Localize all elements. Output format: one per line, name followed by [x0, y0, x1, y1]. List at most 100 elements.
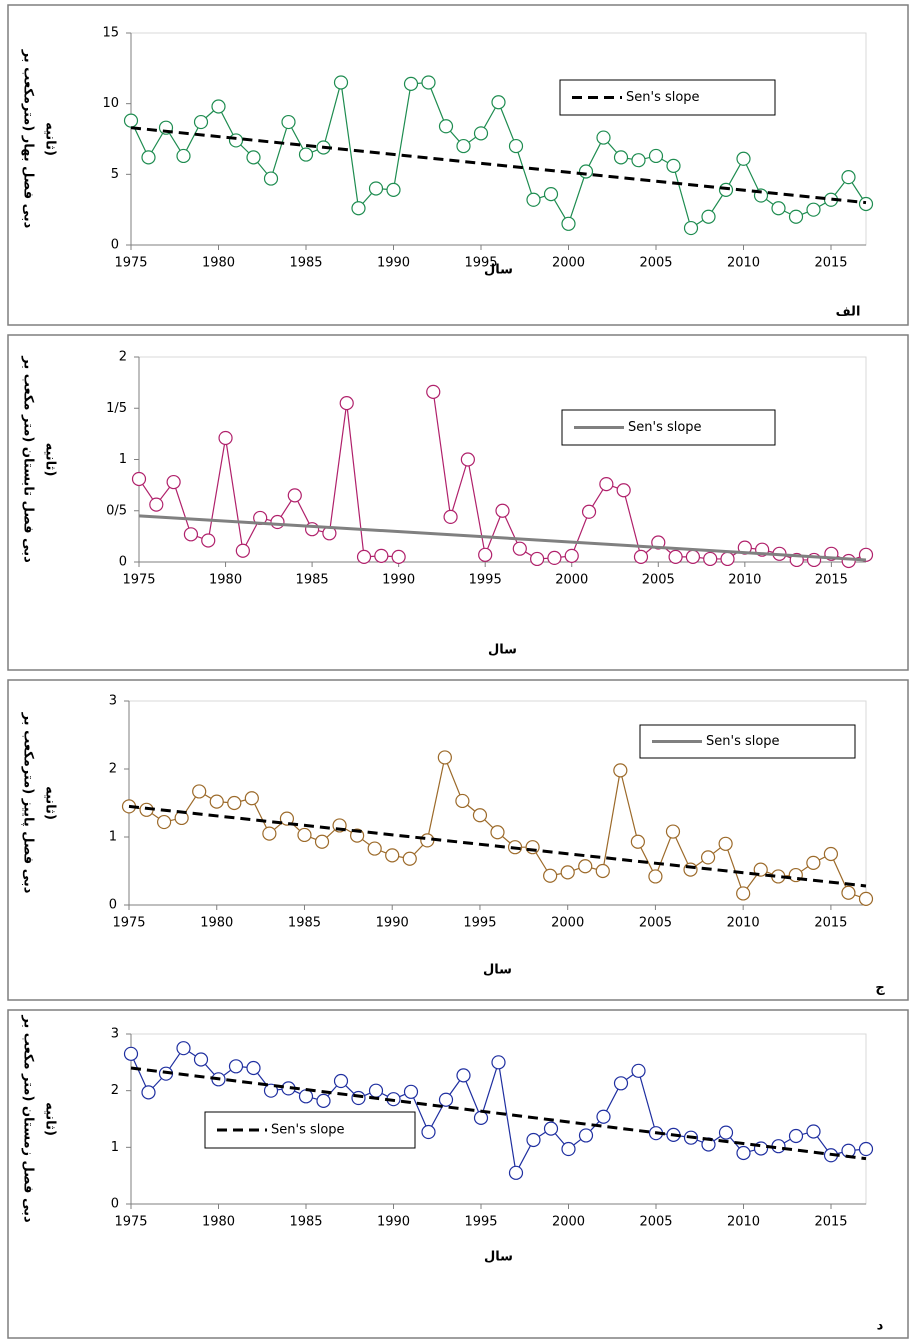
data-point: [858, 1141, 874, 1157]
data-point: [596, 130, 611, 145]
data-point: [578, 1128, 594, 1143]
data-point: [131, 471, 147, 487]
data-point: [788, 1128, 804, 1144]
panel-label: د: [877, 1319, 884, 1334]
data-point: [193, 114, 209, 130]
trend-line: [130, 126, 867, 205]
data-point: [176, 1041, 191, 1056]
x-axis-title: سال: [483, 963, 512, 978]
data-point: [403, 76, 419, 91]
data-point: [333, 75, 349, 90]
data-point: [316, 1093, 331, 1108]
data-point: [356, 549, 372, 564]
data-point: [560, 865, 575, 880]
y-tick-label: 0: [109, 898, 117, 913]
x-tick-label: 1985: [289, 1215, 322, 1230]
data-point: [456, 138, 471, 154]
x-tick-label: 2010: [727, 256, 760, 271]
data-point: [595, 863, 610, 879]
data-point: [508, 138, 524, 154]
x-tick-label: 2000: [555, 573, 588, 588]
x-tick-label: 1995: [469, 573, 502, 588]
panel-frame: [7, 334, 909, 671]
trend-line: [130, 1066, 867, 1161]
data-point: [491, 1055, 506, 1070]
data-point: [456, 1068, 471, 1083]
y-tick-label: 3: [109, 694, 117, 709]
data-point: [718, 836, 733, 851]
data-point: [581, 504, 597, 519]
data-point: [386, 182, 401, 197]
data-point: [525, 840, 540, 855]
x-tick-label: 2010: [727, 916, 760, 931]
data-point: [192, 784, 207, 799]
data-point: [263, 1083, 279, 1098]
data-point: [227, 795, 242, 811]
y-tick-label: 0: [111, 238, 119, 253]
data-point: [166, 474, 181, 490]
x-tick-label: 1975: [114, 1215, 147, 1230]
data-point: [613, 763, 628, 778]
panel-frame: [7, 1009, 909, 1339]
data-point: [701, 209, 716, 224]
data-point: [616, 483, 631, 498]
data-point: [512, 541, 527, 556]
x-tick-label: 1980: [202, 256, 235, 271]
x-tick-label: 1985: [296, 573, 329, 588]
x-tick-label: 1990: [376, 916, 409, 931]
x-tick-label: 2010: [727, 1215, 760, 1230]
data-point: [141, 150, 156, 165]
y-tick-label: 3: [111, 1027, 119, 1042]
data-point: [297, 827, 312, 843]
data-point: [718, 1125, 734, 1140]
data-point: [648, 869, 663, 884]
panel-label: الف: [836, 305, 861, 320]
data-point: [736, 151, 751, 166]
data-point: [526, 1132, 541, 1148]
data-point: [858, 891, 874, 906]
data-point: [391, 549, 406, 564]
x-tick-label: 2010: [728, 573, 761, 588]
data-point: [437, 750, 452, 765]
data-point: [806, 202, 821, 217]
data-point: [543, 1121, 559, 1136]
x-tick-label: 1995: [464, 1215, 497, 1230]
data-point: [508, 1165, 524, 1180]
x-axis-title: سال: [488, 643, 517, 658]
x-tick-label: 2015: [815, 573, 848, 588]
data-point: [262, 826, 277, 841]
data-point: [473, 126, 489, 141]
data-point: [685, 549, 701, 564]
data-point: [858, 196, 874, 212]
x-tick-label: 1980: [202, 1215, 235, 1230]
data-point: [472, 808, 488, 823]
x-axis-title: سال: [484, 263, 513, 278]
data-point: [246, 150, 261, 165]
data-point: [491, 95, 506, 110]
data-point: [402, 851, 417, 866]
data-point: [279, 811, 295, 826]
data-point: [374, 548, 389, 563]
x-axis-title: سال: [484, 1250, 513, 1265]
data-point: [443, 509, 458, 525]
data-point: [530, 551, 545, 567]
data-point: [720, 551, 735, 567]
y-tick-label: 5: [111, 167, 119, 182]
data-point: [235, 543, 250, 558]
data-point: [613, 150, 629, 165]
data-point: [246, 1060, 261, 1076]
data-point: [561, 1141, 576, 1157]
y-tick-label: 15: [102, 26, 119, 41]
x-tick-label: 2005: [639, 256, 672, 271]
data-point: [314, 834, 330, 849]
data-point: [403, 1084, 419, 1099]
trend-line: [128, 804, 867, 888]
data-point: [298, 1089, 314, 1104]
data-point: [578, 164, 594, 179]
data-point: [421, 1124, 436, 1140]
y-axis-title: دبی فصل پاییز (مترمکعب بر: [21, 712, 36, 894]
data-point: [858, 547, 874, 562]
data-point: [806, 855, 821, 870]
data-point: [631, 1063, 646, 1078]
